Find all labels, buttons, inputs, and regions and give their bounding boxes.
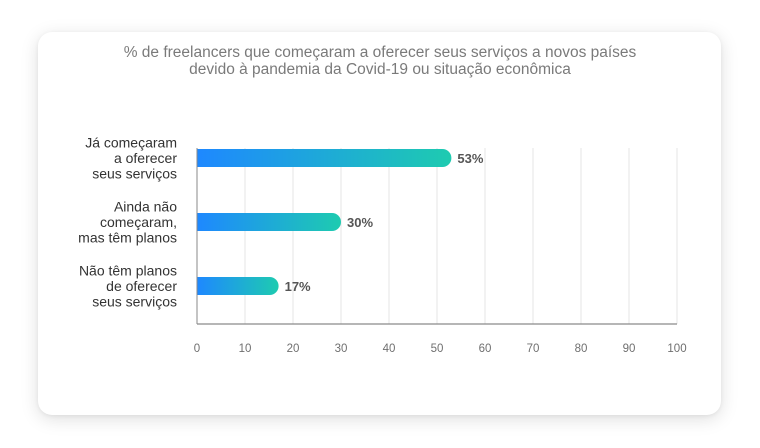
category-label-1-line-2: mas têm planos — [78, 230, 177, 246]
x-tick-label-60: 60 — [479, 343, 492, 355]
x-tick-label-10: 10 — [239, 343, 252, 355]
axes — [196, 148, 677, 325]
bar-1 — [197, 213, 341, 231]
x-tick-label-20: 20 — [287, 343, 300, 355]
x-tick-label-50: 50 — [431, 343, 444, 355]
category-label-0-line-2: seus serviços — [92, 166, 177, 182]
bars — [197, 149, 452, 295]
category-label-1-line-1: começaram, — [100, 214, 177, 230]
chart-card — [38, 32, 721, 415]
x-tick-label-90: 90 — [623, 343, 636, 355]
x-tick-label-100: 100 — [667, 343, 686, 355]
category-label-0-line-0: Já começaram — [85, 135, 177, 151]
chart-title: % de freelancers que começaram a oferece… — [0, 44, 760, 78]
x-tick-label-40: 40 — [383, 343, 396, 355]
bar-2 — [197, 277, 279, 295]
category-label-0-line-1: a oferecer — [114, 150, 177, 166]
data-label-2: 17% — [285, 279, 311, 294]
bar-0 — [197, 149, 452, 167]
grid-lines — [244, 148, 678, 324]
x-tick-label-0: 0 — [194, 343, 200, 355]
category-label-2-line-2: seus serviços — [92, 294, 177, 310]
category-label-2-line-0: Não têm planos — [79, 263, 177, 279]
x-tick-label-80: 80 — [575, 343, 588, 355]
data-label-1: 30% — [347, 215, 373, 230]
x-tick-label-30: 30 — [335, 343, 348, 355]
chart-title-line-2: devido à pandemia da Covid-19 ou situaçã… — [189, 61, 571, 78]
category-label-1-line-0: Ainda não — [114, 199, 177, 215]
data-label-0: 53% — [457, 151, 483, 166]
category-label-2-line-1: de oferecer — [106, 278, 177, 294]
x-tick-label-70: 70 — [527, 343, 540, 355]
chart-title-line-1: % de freelancers que começaram a oferece… — [123, 44, 637, 61]
